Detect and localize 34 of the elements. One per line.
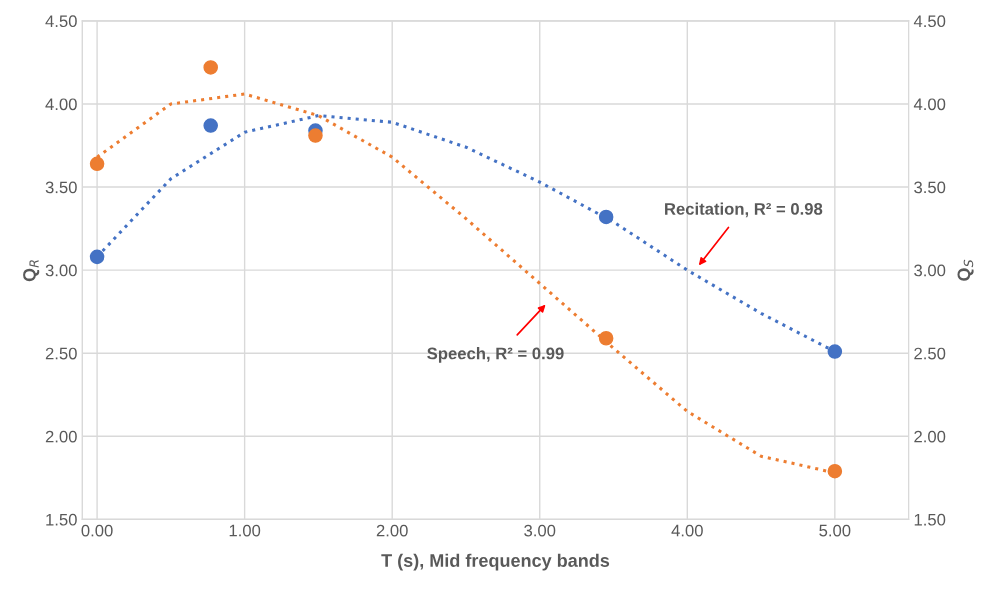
point bbox=[89, 249, 105, 265]
y2-axis-title: Q$_{S}$ bbox=[957, 259, 974, 281]
x-tick-label: 2.00 bbox=[376, 524, 408, 537]
x-axis-title: T (s), Mid frequency bands bbox=[381, 553, 610, 571]
annotation: Speech, R² = 0.99 bbox=[427, 347, 564, 363]
annotation: Recitation, R² = 0.98 bbox=[665, 202, 823, 218]
y-tick-label: 3.00 bbox=[45, 264, 77, 277]
x-tick-label: 1.00 bbox=[229, 524, 261, 537]
x-tick-label: 5.00 bbox=[819, 524, 851, 537]
y-tick-label: 2.00 bbox=[45, 430, 77, 443]
x-tick-label: 0.00 bbox=[81, 524, 113, 537]
y2-tick-label: 4.00 bbox=[913, 98, 946, 111]
y2-tick-label: 1.50 bbox=[914, 513, 946, 526]
point bbox=[598, 209, 614, 225]
x-tick-label: 3.00 bbox=[524, 524, 556, 537]
y-tick-label: 4.00 bbox=[45, 98, 77, 111]
point bbox=[827, 463, 843, 479]
y-tick-label: 4.50 bbox=[45, 15, 77, 28]
y-axis-title: Q$_{R}$ bbox=[23, 260, 40, 282]
point bbox=[203, 60, 218, 75]
point bbox=[89, 156, 105, 172]
point bbox=[827, 344, 843, 359]
y-tick-label: 2.50 bbox=[45, 347, 77, 360]
y-tick-label: 3.50 bbox=[45, 181, 77, 194]
point bbox=[598, 330, 614, 346]
y-tick-label: 1.50 bbox=[46, 513, 77, 526]
point bbox=[308, 128, 323, 143]
y2-tick-label: 4.50 bbox=[913, 15, 946, 28]
x-tick-label: 4.00 bbox=[671, 524, 703, 537]
y2-tick-label: 3.50 bbox=[914, 181, 946, 194]
y2-tick-label: 2.50 bbox=[914, 347, 946, 360]
y2-tick-label: 2.00 bbox=[914, 430, 946, 443]
y2-tick-label: 3.00 bbox=[914, 264, 946, 277]
point bbox=[203, 118, 218, 133]
